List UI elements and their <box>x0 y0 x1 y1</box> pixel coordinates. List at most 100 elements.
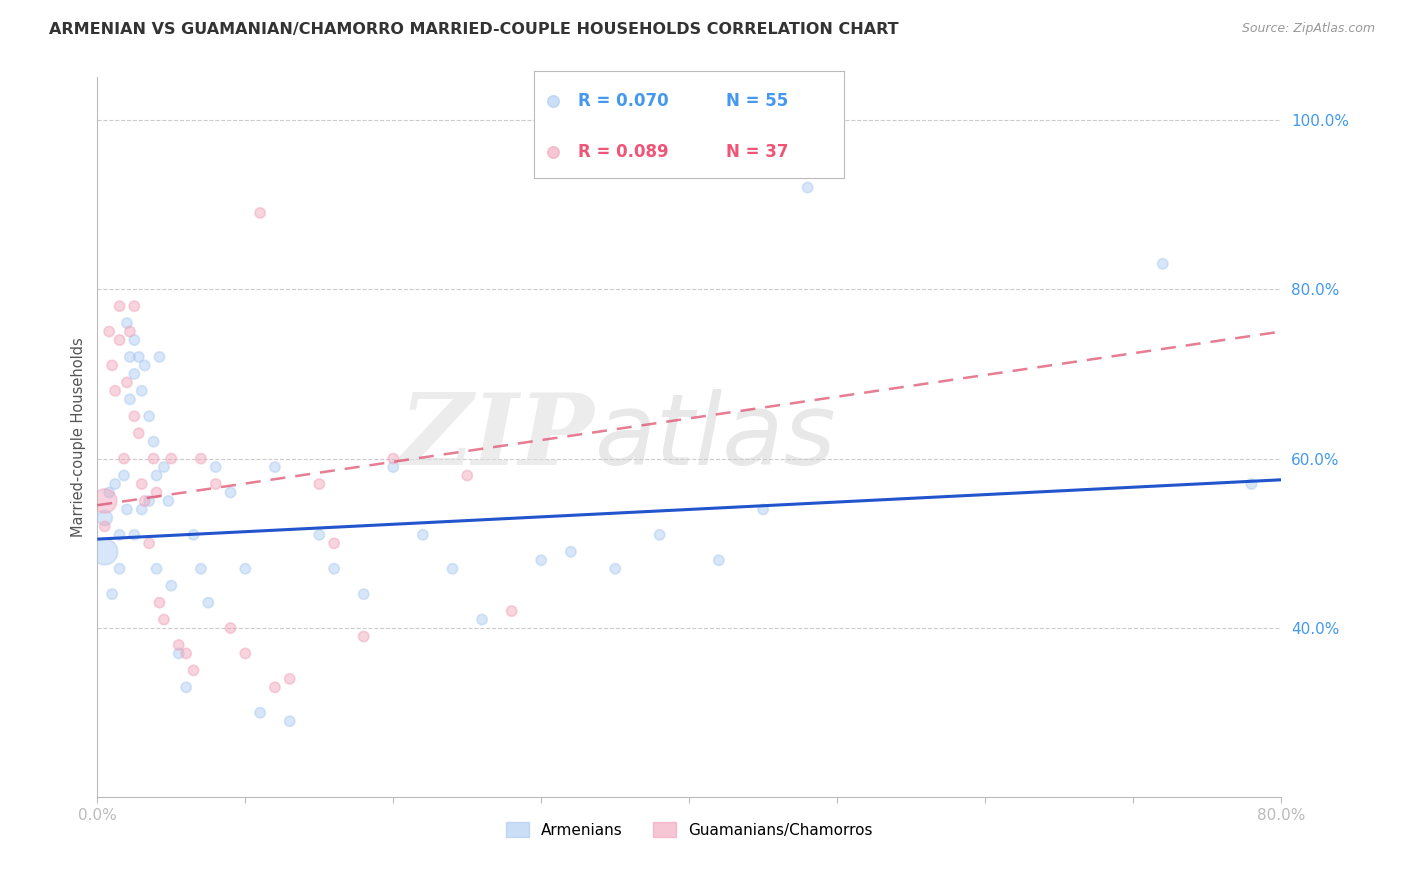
Point <box>128 350 150 364</box>
Point <box>249 706 271 720</box>
Point <box>412 528 434 542</box>
Point <box>174 647 197 661</box>
Point <box>98 485 121 500</box>
Point <box>204 460 226 475</box>
Point <box>167 638 190 652</box>
Point <box>796 180 818 194</box>
Point <box>142 451 165 466</box>
Legend: Armenians, Guamanians/Chamorros: Armenians, Guamanians/Chamorros <box>499 815 879 844</box>
Point <box>308 528 330 542</box>
Point <box>157 494 180 508</box>
Point <box>264 681 287 695</box>
Point <box>134 359 156 373</box>
Point <box>308 477 330 491</box>
Point <box>142 434 165 449</box>
Point <box>249 206 271 220</box>
Point <box>204 477 226 491</box>
Point <box>648 528 671 542</box>
Point <box>108 528 131 542</box>
Text: ZIP: ZIP <box>399 389 595 485</box>
Point <box>98 325 121 339</box>
Point <box>1240 477 1263 491</box>
Point <box>94 519 117 533</box>
Point <box>118 350 141 364</box>
Point <box>233 562 256 576</box>
Point <box>456 468 478 483</box>
Point <box>131 502 153 516</box>
Y-axis label: Married-couple Households: Married-couple Households <box>72 337 86 537</box>
Point <box>145 468 167 483</box>
Point <box>605 562 627 576</box>
Point <box>323 562 346 576</box>
Point <box>108 562 131 576</box>
Point <box>441 562 464 576</box>
Point <box>382 451 405 466</box>
Point <box>104 384 127 398</box>
Point <box>148 596 170 610</box>
Text: R = 0.089: R = 0.089 <box>578 143 668 161</box>
Point <box>134 494 156 508</box>
Point <box>153 613 176 627</box>
Point <box>160 579 183 593</box>
Text: R = 0.070: R = 0.070 <box>578 93 668 111</box>
Point <box>108 333 131 347</box>
Point <box>264 460 287 475</box>
Point <box>1152 257 1174 271</box>
Point <box>118 392 141 407</box>
Point <box>323 536 346 550</box>
Point <box>131 477 153 491</box>
Point <box>707 553 730 567</box>
Point <box>112 451 135 466</box>
Point <box>118 325 141 339</box>
Point <box>124 528 146 542</box>
Point <box>197 596 219 610</box>
Point <box>124 409 146 424</box>
Point <box>101 359 124 373</box>
Point <box>94 494 117 508</box>
Text: N = 55: N = 55 <box>725 93 789 111</box>
Point <box>124 299 146 313</box>
Point <box>190 562 212 576</box>
Point <box>183 664 205 678</box>
Point <box>145 485 167 500</box>
Point <box>108 299 131 313</box>
Point <box>183 528 205 542</box>
Point <box>131 384 153 398</box>
Point <box>94 545 117 559</box>
Point <box>112 468 135 483</box>
Point <box>138 536 160 550</box>
Point <box>278 672 301 686</box>
Point <box>153 460 176 475</box>
Point <box>124 333 146 347</box>
Point <box>278 714 301 729</box>
Point <box>104 477 127 491</box>
Point <box>160 451 183 466</box>
Point <box>560 545 582 559</box>
Point <box>541 145 564 159</box>
Point <box>190 451 212 466</box>
Text: N = 37: N = 37 <box>725 143 789 161</box>
Text: atlas: atlas <box>595 389 837 486</box>
Point <box>124 367 146 381</box>
Point <box>145 562 167 576</box>
Point <box>174 681 197 695</box>
Point <box>101 587 124 601</box>
Point <box>148 350 170 364</box>
Point <box>541 95 564 109</box>
Point <box>138 494 160 508</box>
Point <box>501 604 523 618</box>
Point <box>115 316 138 330</box>
Point <box>115 376 138 390</box>
Point <box>138 409 160 424</box>
Point <box>752 502 775 516</box>
Point <box>219 621 242 635</box>
Point <box>233 647 256 661</box>
Text: Source: ZipAtlas.com: Source: ZipAtlas.com <box>1241 22 1375 36</box>
Point <box>219 485 242 500</box>
Point <box>115 502 138 516</box>
Point <box>353 587 375 601</box>
Point <box>382 460 405 475</box>
Point <box>471 613 494 627</box>
Point <box>167 647 190 661</box>
Point <box>128 426 150 441</box>
